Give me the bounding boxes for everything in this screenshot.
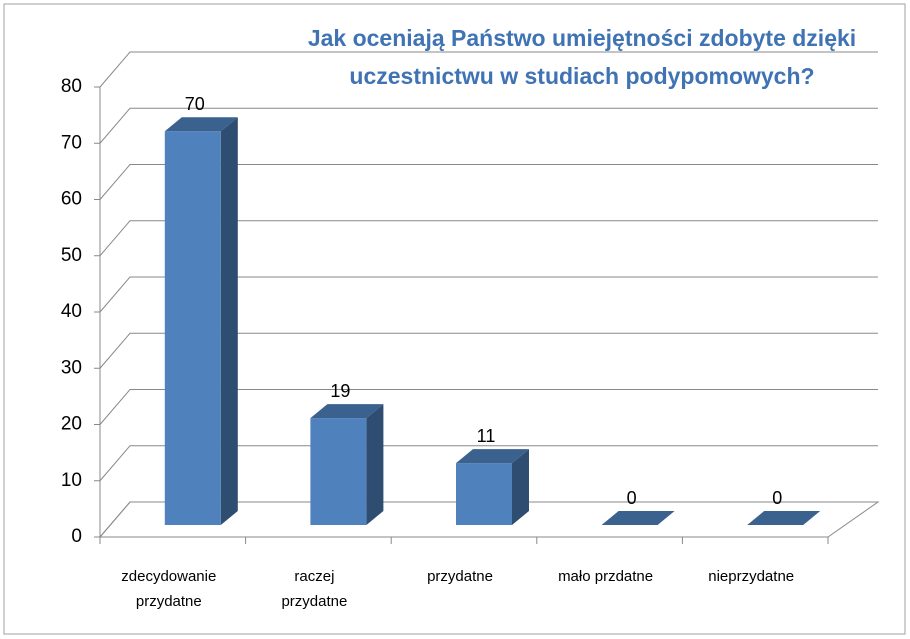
value-label: 11 (477, 426, 496, 446)
grid-line (99, 51, 878, 88)
grid-line (99, 501, 878, 538)
grid-line (99, 445, 878, 482)
bar-top (747, 511, 821, 525)
grid-line (99, 107, 878, 144)
value-label: 70 (185, 94, 205, 114)
value-label: 0 (772, 488, 782, 508)
x-tick-label: przydatne (281, 593, 347, 610)
chart-title: uczestnictwu w studiach podypomowych? (349, 63, 814, 89)
chart-frame (3, 3, 906, 635)
grid-line (99, 220, 878, 257)
bar (601, 511, 675, 525)
y-tick-label: 40 (61, 301, 82, 322)
grid-line (99, 332, 878, 369)
y-tick-label: 10 (61, 470, 82, 491)
grid-line (99, 389, 878, 425)
bar-front (310, 418, 367, 525)
y-tick-label: 60 (61, 189, 82, 210)
y-tick-label: 20 (61, 414, 82, 435)
value-label: 0 (627, 488, 637, 508)
x-tick-label: przydatne (136, 593, 202, 610)
y-tick-label: 30 (61, 357, 82, 378)
chart-title: Jak oceniają Państwo umiejętności zdobyt… (308, 25, 856, 51)
bar-side (366, 404, 384, 525)
y-tick-label: 0 (71, 526, 82, 547)
bar (164, 117, 238, 525)
y-tick-label: 80 (61, 76, 82, 97)
grid-line (99, 164, 878, 200)
y-tick-label: 50 (61, 245, 82, 266)
x-tick-label: nieprzydatne (708, 568, 794, 585)
x-tick-label: mało przdatne (558, 568, 653, 585)
bar (456, 449, 529, 525)
bar-side (512, 449, 529, 525)
bar (310, 404, 384, 525)
bar-top (601, 511, 675, 525)
x-tick-label: zdecydowanie (121, 568, 216, 585)
bar-front (456, 463, 512, 525)
bar (747, 511, 821, 525)
bar-front (164, 131, 221, 525)
x-tick-label: przydatne (427, 568, 493, 585)
value-label: 19 (330, 381, 350, 401)
grid-line (99, 276, 878, 313)
bar-top (456, 449, 529, 464)
bar-side (220, 117, 238, 525)
x-tick-label: raczej (294, 568, 334, 585)
bar-top (164, 117, 238, 132)
bar-top (310, 404, 384, 419)
y-tick-label: 70 (61, 132, 82, 153)
